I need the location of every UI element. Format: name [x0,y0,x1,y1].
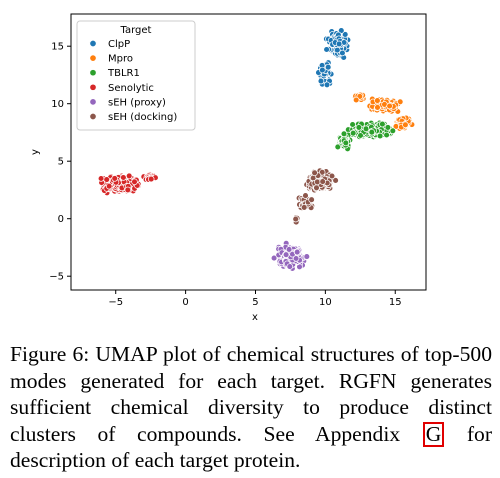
scatter-point [105,182,113,190]
legend-label: Senolytic [108,83,154,94]
figure-caption: Figure 6: UMAP plot of chemical structur… [10,341,492,474]
x-tick-label: 10 [319,297,332,308]
legend-marker [89,39,97,48]
scatter-point [349,129,357,137]
scatter-point [339,49,346,57]
scatter-point [323,81,331,89]
scatter-point [292,255,300,262]
scatter-point [302,192,309,199]
plot-frame [70,13,427,291]
scatter-point [328,172,336,180]
scatter-point [340,130,348,138]
scatter-point [111,175,118,182]
scatter-point [324,63,332,71]
y-axis-label: y [30,149,41,155]
legend-title: Target [120,25,152,36]
legend-label: sEH (proxy) [108,97,166,108]
scatter-point [285,246,293,253]
x-axis-label: x [252,312,258,323]
scatter-point [303,253,311,260]
scatter-point [124,186,132,194]
legend-marker [89,83,97,91]
scatter-point [335,40,343,48]
scatter-point [357,132,364,139]
scatter-point [402,121,409,129]
scatter-point [342,139,350,147]
scatter-point [362,125,370,133]
scatter-point [120,174,127,181]
scatter-point [323,46,330,53]
legend-box [76,20,196,131]
scatter-point [308,196,315,203]
scatter-point [300,204,308,211]
scatter-point [293,248,301,256]
legend-label: ClpP [108,39,130,50]
y-tick-label: 10 [51,99,64,110]
appendix-link[interactable]: G [422,421,445,447]
legend-marker [89,112,97,121]
x-tick-label: 5 [252,297,258,308]
axis-ticks: −5 0 5 10 15 −5 0 5 10 15 [49,42,401,308]
scatter-point [147,175,155,183]
legend-marker [89,98,97,106]
scatter-point [319,66,326,74]
scatter-point [317,77,325,85]
legend-label: Mpro [108,54,133,65]
scatter-point [131,178,138,186]
scatter-point [319,178,326,185]
legend-marker [89,54,97,62]
scatter-point [332,177,339,184]
scatter-point [374,97,381,104]
scatter-point [349,121,356,128]
scatter-point [386,102,393,110]
umap-scatter-chart: −5 0 5 10 15 −5 0 5 10 15 x y Target ClpP Mpro TBLR… [30,13,427,323]
scatter-point [313,184,320,192]
scatter-point [374,104,381,111]
x-tick-label: 15 [389,297,402,308]
scatter-point [355,124,363,131]
y-tick-label: 0 [58,214,64,225]
legend-label: TBLR1 [107,68,140,79]
scatter-point [97,175,105,182]
scatter-point [383,131,390,139]
scatter-point [282,251,290,258]
scatter-point [396,98,404,106]
scatter-points [97,27,416,272]
y-tick-label: −5 [49,272,64,283]
x-tick-label: 0 [182,297,188,308]
scatter-point [318,169,326,176]
scatter-point [125,172,133,180]
x-tick-label: −5 [108,297,123,308]
scatter-point [376,132,384,140]
scatter-point [311,169,318,177]
scatter-point [314,178,321,186]
scatter-point [334,143,342,151]
y-tick-label: 5 [58,157,64,168]
scatter-point [352,96,360,104]
scatter-point [384,124,392,131]
scatter-point [341,31,349,38]
scatter-point [389,127,397,135]
legend: Target ClpP Mpro TBLR1 Senolytic sEH (proxy)… [76,20,196,131]
scatter-point [292,215,299,223]
scatter-point [368,128,376,136]
scatter-point [379,120,386,128]
scatter-point [103,176,110,183]
legend-marker [89,69,97,77]
caption-text-end: for description of each target protein. [10,421,493,473]
y-tick-label: 15 [51,42,64,53]
caption-text: Figure 6: UMAP plot of chemical structur… [10,342,492,446]
legend-label: sEH (docking) [108,112,177,123]
scatter-point [286,263,294,270]
